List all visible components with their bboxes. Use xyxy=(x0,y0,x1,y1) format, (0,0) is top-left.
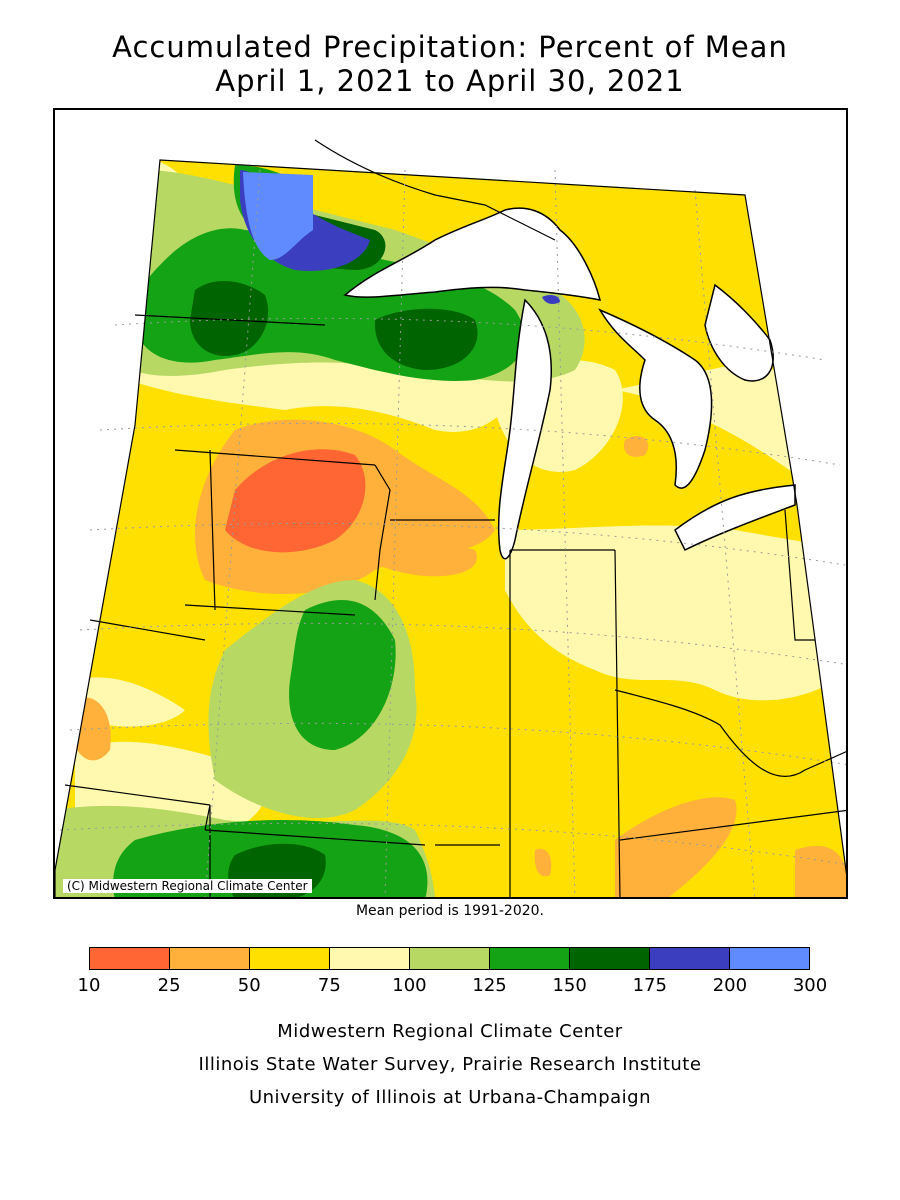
legend-tick: 300 xyxy=(792,975,828,996)
map-credit: (C) Midwestern Regional Climate Center xyxy=(63,879,312,893)
footer-university: University of Illinois at Urbana-Champai… xyxy=(248,1087,652,1108)
footer-organization: Midwestern Regional Climate Center xyxy=(277,1021,623,1042)
legend-tick: 25 xyxy=(157,975,181,996)
legend-swatch xyxy=(330,948,410,969)
legend-swatch xyxy=(730,948,809,969)
legend-swatch xyxy=(250,948,330,969)
map-title: Accumulated Precipitation: Percent of Me… xyxy=(112,30,788,64)
precipitation-map: (C) Midwestern Regional Climate Center xyxy=(53,108,848,899)
lat-lon-grid xyxy=(59,169,846,897)
map-canvas xyxy=(55,139,846,897)
legend-tick: 125 xyxy=(472,975,507,996)
legend-tick: 50 xyxy=(237,975,261,996)
legend-tick: 175 xyxy=(632,975,667,996)
legend-tick: 75 xyxy=(317,975,341,996)
legend-swatch xyxy=(170,948,250,969)
footer-survey: Illinois State Water Survey, Prairie Res… xyxy=(198,1054,702,1075)
legend-swatch xyxy=(570,948,650,969)
legend-swatch xyxy=(90,948,170,969)
legend-color-bar xyxy=(89,947,810,970)
legend-tick: 100 xyxy=(392,975,427,996)
map-date-range: April 1, 2021 to April 30, 2021 xyxy=(215,64,685,98)
legend-swatch xyxy=(650,948,730,969)
legend-swatch xyxy=(490,948,570,969)
map-region-outline xyxy=(55,159,846,897)
legend-tick: 150 xyxy=(552,975,587,996)
legend-swatch xyxy=(410,948,490,969)
legend-tick: 10 xyxy=(77,975,101,996)
legend-tick: 200 xyxy=(712,975,748,996)
mean-period-note: Mean period is 1991-2020. xyxy=(355,903,545,919)
state-borders xyxy=(64,139,846,897)
